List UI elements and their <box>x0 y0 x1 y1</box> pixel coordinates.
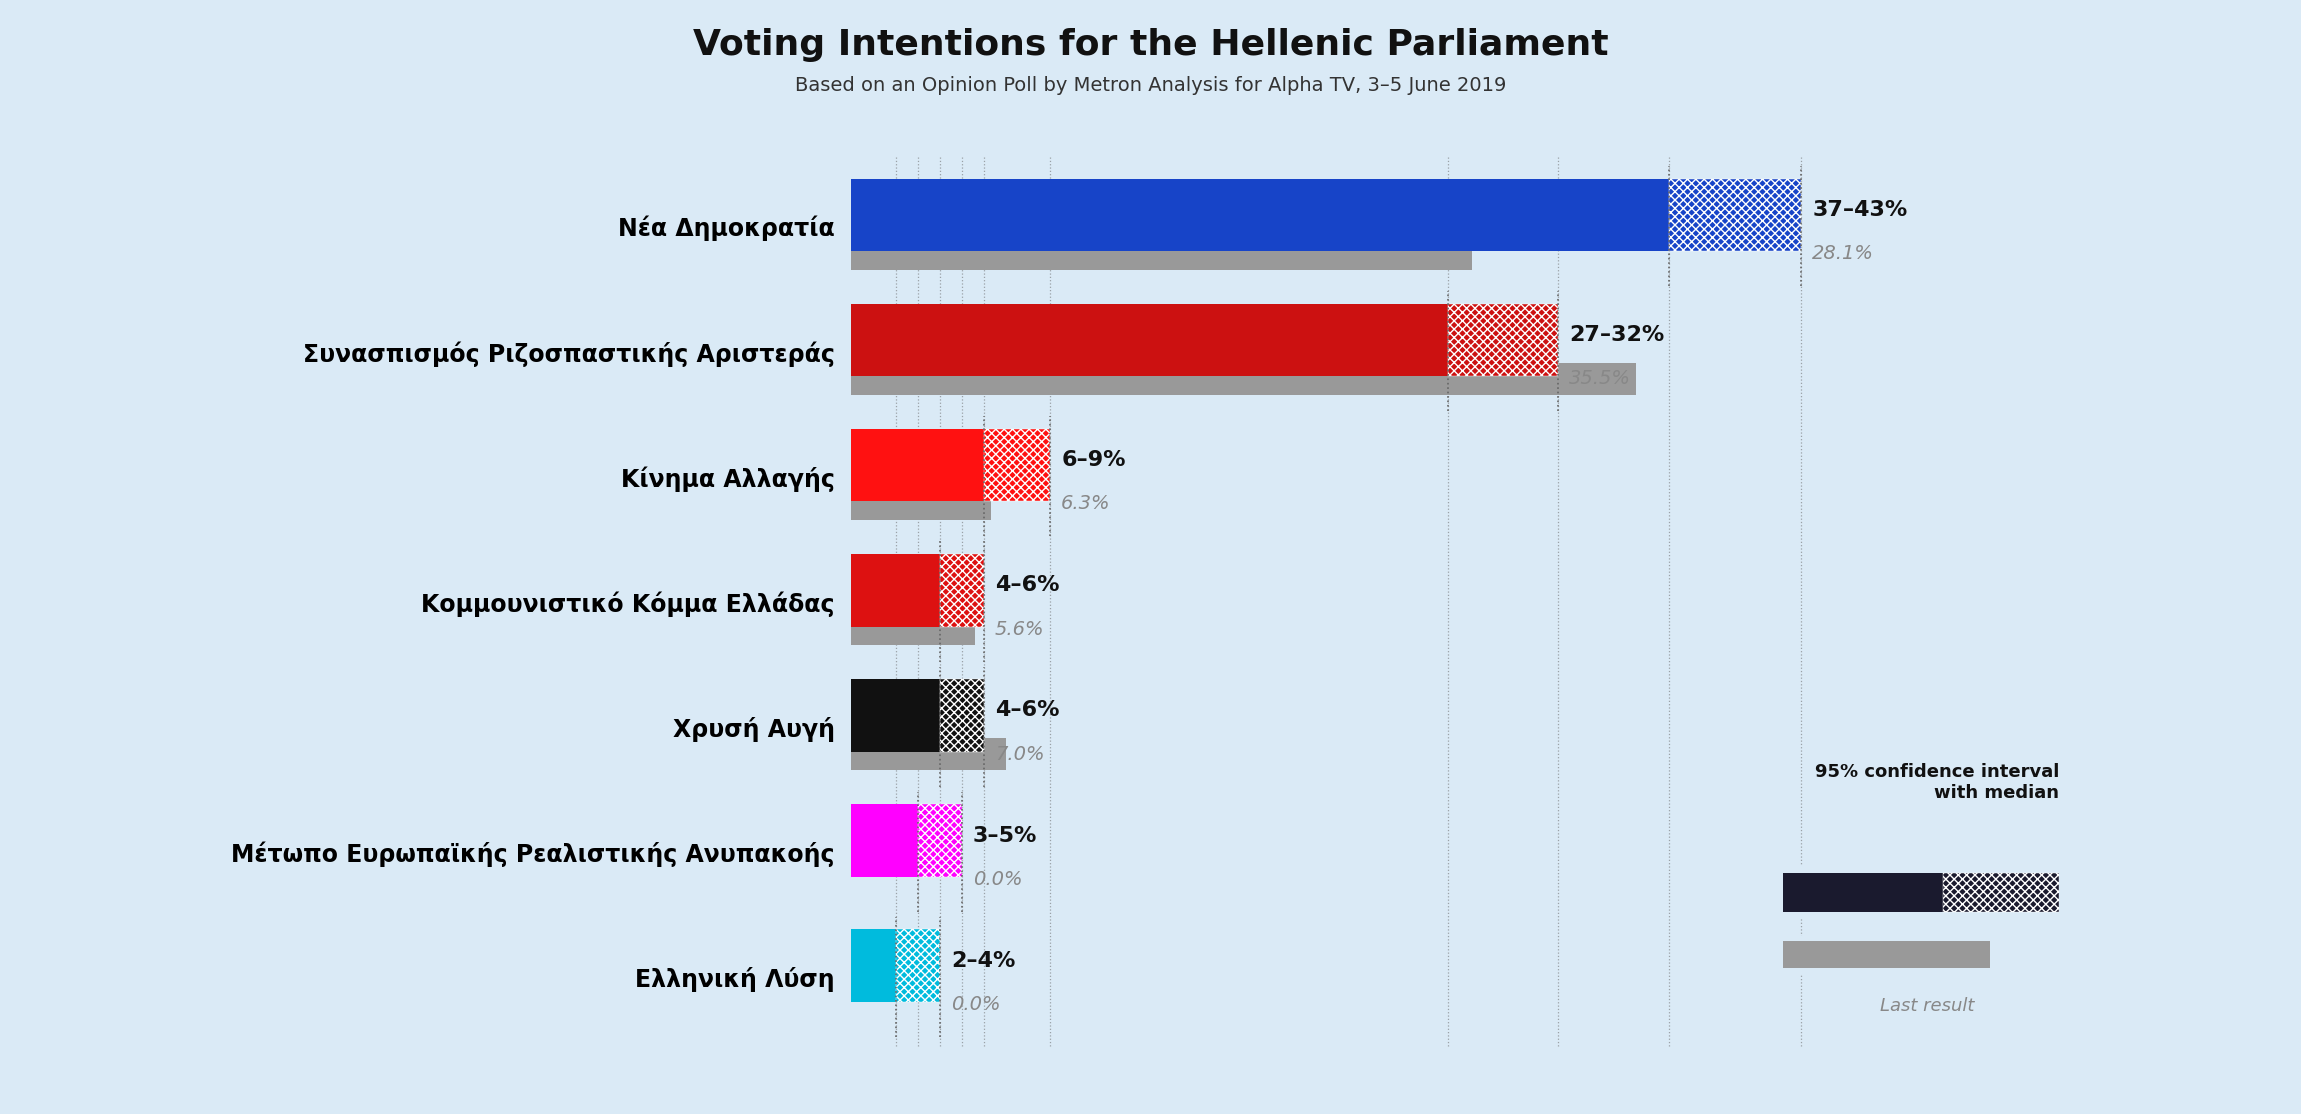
Bar <box>851 680 939 752</box>
Bar <box>851 804 918 877</box>
Bar <box>895 929 939 1001</box>
Text: 3–5%: 3–5% <box>973 825 1038 846</box>
Text: 6.3%: 6.3% <box>1061 495 1111 514</box>
Bar <box>851 613 976 645</box>
Text: Last result: Last result <box>1880 997 1974 1015</box>
Bar <box>851 429 985 501</box>
Text: 4–6%: 4–6% <box>994 575 1058 595</box>
Bar <box>851 362 1636 395</box>
Text: 7.0%: 7.0% <box>994 745 1045 764</box>
Text: 35.5%: 35.5% <box>1569 370 1631 389</box>
Text: Voting Intentions for the Hellenic Parliament: Voting Intentions for the Hellenic Parli… <box>693 28 1608 62</box>
Text: 0.0%: 0.0% <box>950 995 1001 1014</box>
Bar <box>918 804 962 877</box>
Bar <box>1668 178 1802 251</box>
Bar <box>851 237 1473 270</box>
Text: 6–9%: 6–9% <box>1061 450 1125 470</box>
Text: 27–32%: 27–32% <box>1569 325 1664 345</box>
Text: 28.1%: 28.1% <box>1813 244 1873 263</box>
Bar <box>1783 873 1944 911</box>
Bar <box>939 554 985 626</box>
Bar <box>851 178 1668 251</box>
Text: 0.0%: 0.0% <box>973 870 1022 889</box>
Bar <box>939 680 985 752</box>
Text: 37–43%: 37–43% <box>1813 199 1908 219</box>
Bar <box>851 554 939 626</box>
Text: Based on an Opinion Poll by Metron Analysis for Alpha TV, 3–5 June 2019: Based on an Opinion Poll by Metron Analy… <box>794 76 1507 95</box>
Bar <box>1783 941 1990 968</box>
Bar <box>985 429 1049 501</box>
Bar <box>1447 304 1558 377</box>
Bar <box>851 929 895 1001</box>
Bar <box>851 304 1447 377</box>
Text: 5.6%: 5.6% <box>994 619 1045 638</box>
Text: 4–6%: 4–6% <box>994 701 1058 721</box>
Text: 2–4%: 2–4% <box>950 950 1015 970</box>
Bar <box>851 737 1006 771</box>
Text: 95% confidence interval
with median: 95% confidence interval with median <box>1815 763 2059 802</box>
Bar <box>1944 873 2059 911</box>
Bar <box>851 488 989 520</box>
